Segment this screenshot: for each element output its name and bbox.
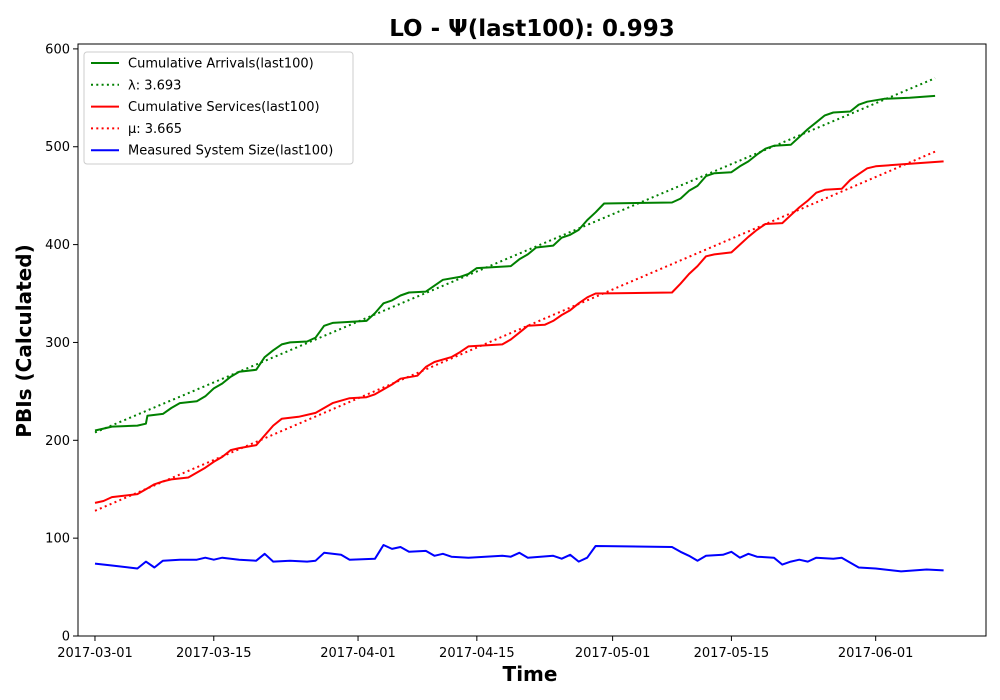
y-axis-title: PBIs (Calculated) bbox=[12, 244, 36, 437]
y-tick-label: 0 bbox=[62, 630, 70, 645]
x-tick-label: 2017-03-01 bbox=[57, 646, 133, 661]
plot-frame bbox=[77, 43, 987, 637]
series-line-0 bbox=[94, 94, 936, 432]
legend-label: λ: 3.693 bbox=[128, 78, 181, 93]
x-axis-title: Time bbox=[503, 662, 558, 686]
y-tick-label: 600 bbox=[45, 42, 70, 57]
y-tick-label: 400 bbox=[45, 238, 70, 253]
x-tick-label: 2017-03-15 bbox=[176, 646, 252, 661]
legend-label: Measured System Size(last100) bbox=[128, 144, 333, 159]
y-tick-label: 500 bbox=[45, 140, 70, 155]
y-tick-label: 200 bbox=[45, 434, 70, 449]
x-axis: 2017-03-01 2017-03-15 2017-04-01 2017-04-15… bbox=[57, 636, 913, 661]
legend-box bbox=[83, 51, 354, 165]
x-tick-label: 2017-05-15 bbox=[694, 646, 770, 661]
x-tick-label: 2017-04-15 bbox=[439, 646, 515, 661]
y-tick-label: 300 bbox=[45, 336, 70, 351]
y-tick-label: 100 bbox=[45, 532, 70, 547]
series-line-1 bbox=[94, 77, 936, 434]
legend-label: Cumulative Services(last100) bbox=[128, 100, 320, 115]
x-tick-label: 2017-04-01 bbox=[320, 646, 396, 661]
legend-label: Cumulative Arrivals(last100) bbox=[128, 57, 314, 72]
y-axis: 0 100 200 300 400 500 600 bbox=[45, 42, 78, 645]
chart-title: LO - Ψ(last100): 0.993 bbox=[389, 16, 675, 42]
series-line-4 bbox=[94, 544, 944, 573]
series-line-3 bbox=[94, 150, 936, 512]
series-line-2 bbox=[94, 160, 944, 504]
x-tick-label: 2017-05-01 bbox=[575, 646, 651, 661]
plot-area bbox=[77, 43, 987, 637]
x-tick-label: 2017-06-01 bbox=[838, 646, 914, 661]
series-group bbox=[94, 77, 944, 573]
legend: Cumulative Arrivals(last100) λ: 3.693 Cumu… bbox=[83, 51, 354, 165]
legend-label: μ: 3.665 bbox=[128, 122, 182, 137]
